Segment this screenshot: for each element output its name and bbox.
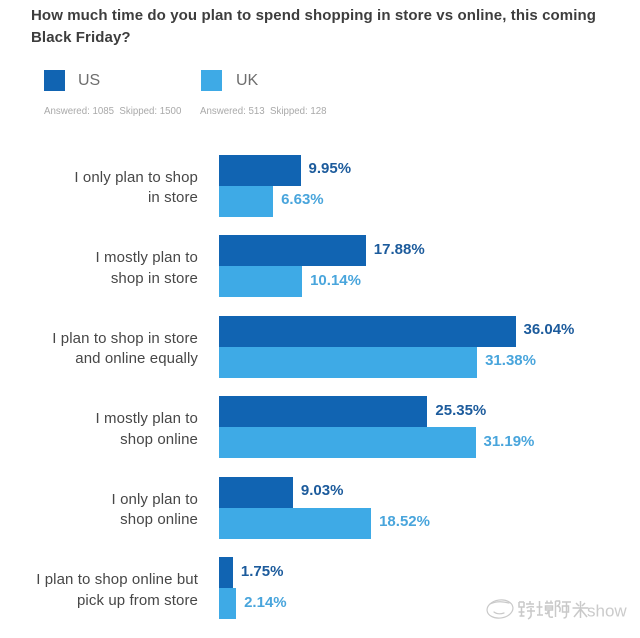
svg-text:show: show — [587, 602, 627, 621]
